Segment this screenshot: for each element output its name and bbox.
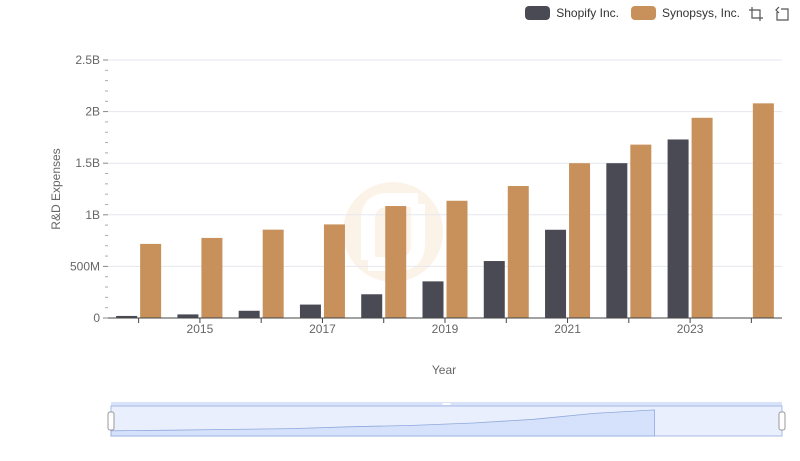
y-tick-label: 2B xyxy=(85,105,100,119)
y-axis: 0 500M 1B 1.5B 2B 2.5B xyxy=(70,53,108,325)
bar-shopify-2022 xyxy=(606,163,628,318)
legend: Shopify Inc. Synopsys, Inc. xyxy=(525,4,740,22)
y-axis-label: R&D Expenses xyxy=(49,148,63,229)
bar-shopify-2017 xyxy=(299,304,321,318)
slider-grip xyxy=(442,403,451,405)
bar-synopsys-2015 xyxy=(201,237,223,318)
x-tick-label: 2019 xyxy=(432,322,459,336)
bar-synopsys-2021 xyxy=(569,163,591,318)
bar-shopify-2018 xyxy=(361,294,383,318)
bar-shopify-2023 xyxy=(667,139,689,318)
bar-synopsys-2016 xyxy=(262,229,284,318)
legend-swatch-synopsys xyxy=(630,6,656,20)
y-tick-label: 0 xyxy=(93,311,100,325)
bar-synopsys-2019 xyxy=(446,200,468,318)
legend-item-synopsys[interactable]: Synopsys, Inc. xyxy=(630,6,740,20)
bar-shopify-2016 xyxy=(238,310,260,318)
legend-item-shopify[interactable]: Shopify Inc. xyxy=(525,6,619,20)
legend-label-synopsys: Synopsys, Inc. xyxy=(661,6,740,20)
x-tick-label: 2021 xyxy=(554,322,581,336)
bar-synopsys-2014 xyxy=(140,243,162,318)
restore-icon[interactable] xyxy=(774,6,790,22)
zoom-icon[interactable] xyxy=(748,6,764,22)
bar-synopsys-2018 xyxy=(385,206,407,318)
bar-shopify-2019 xyxy=(422,281,444,318)
slider-area xyxy=(110,409,655,437)
slider-handle-left xyxy=(107,411,115,431)
toolbox xyxy=(748,6,790,22)
x-axis-label: Year xyxy=(432,363,456,377)
x-axis: 2015 2017 2019 2021 2023 xyxy=(108,317,782,336)
bar-synopsys-2024 xyxy=(752,103,774,319)
bar-shopify-2020 xyxy=(483,261,505,318)
bar-synopsys-2023 xyxy=(691,117,713,319)
x-tick-label: 2023 xyxy=(677,322,704,336)
bars xyxy=(116,103,774,319)
y-tick-label: 500M xyxy=(70,259,100,273)
y-tick-label: 2.5B xyxy=(75,53,100,67)
slider-handle-right xyxy=(778,411,786,431)
x-tick-label: 2015 xyxy=(187,322,214,336)
y-tick-label: 1B xyxy=(85,208,100,222)
y-tick-label: 1.5B xyxy=(75,156,100,170)
bar-shopify-2021 xyxy=(545,229,567,318)
bar-synopsys-2020 xyxy=(507,186,529,318)
bar-shopify-2014 xyxy=(116,315,138,318)
x-tick-label: 2017 xyxy=(309,322,336,336)
bar-synopsys-2022 xyxy=(630,144,652,318)
bar-shopify-2015 xyxy=(177,314,199,318)
legend-swatch-shopify xyxy=(525,6,551,20)
legend-label-shopify: Shopify Inc. xyxy=(556,6,619,20)
data-zoom-slider[interactable] xyxy=(107,402,786,437)
bar-synopsys-2017 xyxy=(323,224,345,318)
